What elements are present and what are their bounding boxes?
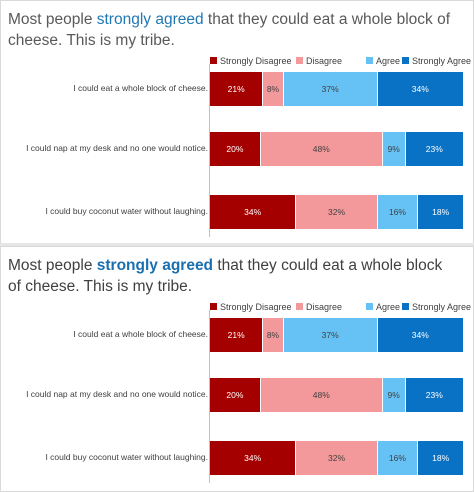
title-text: Most people: [8, 257, 97, 274]
legend-swatch: [210, 57, 217, 64]
category-axis: [209, 64, 210, 237]
bar-segment: 32%: [296, 195, 378, 229]
bar-segment: 23%: [405, 378, 464, 412]
bar-segment: 34%: [377, 318, 464, 352]
legend-item: Disagree: [296, 55, 342, 67]
panel-separator: [0, 243, 474, 246]
category-label: I could eat a whole block of cheese.: [73, 83, 208, 93]
category-label: I could buy coconut water without laughi…: [45, 452, 208, 462]
bar-segment: 37%: [283, 318, 378, 352]
data-label: 34%: [244, 207, 262, 217]
bar-segment: 9%: [382, 378, 406, 412]
legend-label: Disagree: [306, 302, 343, 312]
legend-label: Agree: [376, 56, 401, 66]
stacked-bar: 20% 48% 9% 23%: [210, 378, 464, 412]
legend-item: Strongly Agree: [402, 55, 471, 67]
data-label: 34%: [244, 453, 262, 463]
legend-label: Agree: [376, 302, 401, 312]
bar-segment: 32%: [296, 441, 378, 475]
bar-segment: 34%: [210, 441, 297, 475]
title-highlight: strongly agreed: [96, 257, 214, 274]
title-highlight: strongly agreed: [96, 11, 204, 28]
bar-segment: 18%: [418, 195, 464, 229]
bar-segment: 20%: [210, 132, 261, 166]
legend-swatch: [296, 303, 303, 310]
legend-item: Strongly Disagree: [210, 55, 292, 67]
legend-label: Strongly Agree: [412, 56, 472, 66]
data-label: 20%: [226, 144, 244, 154]
legend-swatch: [210, 303, 217, 310]
title-text: that they could eat a whole block of che…: [8, 257, 443, 295]
data-label: 18%: [432, 207, 450, 217]
legend-item: Agree: [366, 301, 400, 313]
bar-segment: 8%: [263, 72, 284, 106]
chart-panel-1: Most people strongly agreed that they co…: [0, 0, 474, 244]
bar-segment: 20%: [210, 378, 261, 412]
data-label: 21%: [227, 330, 245, 340]
chart-panel-2: Most people strongly agreed that they co…: [0, 246, 474, 492]
stacked-bar: 21% 8% 37% 34%: [210, 318, 464, 352]
bar-segment: 9%: [382, 132, 406, 166]
data-label: 9%: [387, 144, 400, 154]
stacked-bar: 34% 32% 16% 18%: [210, 441, 464, 475]
bar-segment: 18%: [418, 441, 464, 475]
data-label: 37%: [321, 330, 339, 340]
legend-label: Strongly Disagree: [220, 56, 292, 66]
legend-item: Strongly Disagree: [210, 301, 292, 313]
legend-item: Strongly Agree: [402, 301, 471, 313]
category-axis: [209, 310, 210, 483]
legend-item: Disagree: [296, 301, 342, 313]
legend-label: Strongly Agree: [412, 302, 472, 312]
legend-swatch: [402, 303, 409, 310]
category-label: I could buy coconut water without laughi…: [45, 206, 208, 216]
data-label: 18%: [432, 453, 450, 463]
bar-segment: 48%: [260, 132, 383, 166]
chart-legend: Strongly Disagree Disagree Agree Strongly A…: [210, 301, 471, 315]
bar-segment: 23%: [405, 132, 464, 166]
bar-segment: 8%: [263, 318, 284, 352]
category-label: I could nap at my desk and no one would …: [26, 389, 208, 399]
legend-label: Disagree: [306, 56, 343, 66]
stacked-bar: 34% 32% 16% 18%: [210, 195, 464, 229]
data-label: 32%: [327, 207, 345, 217]
data-label: 32%: [327, 453, 345, 463]
legend-label: Strongly Disagree: [220, 302, 292, 312]
legend-item: Agree: [366, 55, 400, 67]
bar-segment: 34%: [210, 195, 297, 229]
title-text: Most people: [8, 11, 97, 28]
data-label: 8%: [266, 84, 280, 94]
category-label: I could eat a whole block of cheese.: [73, 329, 208, 339]
chart-legend: Strongly Disagree Disagree Agree Strongly A…: [210, 55, 471, 69]
bar-segment: 16%: [377, 441, 419, 475]
data-label: 48%: [312, 144, 330, 154]
bar-segment: 34%: [377, 72, 464, 106]
data-label: 9%: [387, 390, 400, 400]
data-label: 20%: [226, 390, 244, 400]
category-label: I could nap at my desk and no one would …: [26, 143, 208, 153]
data-label: 37%: [321, 84, 339, 94]
bar-segment: 48%: [260, 378, 383, 412]
data-label: 16%: [388, 207, 406, 217]
bar-segment: 21%: [210, 318, 264, 352]
bar-segment: 21%: [210, 72, 264, 106]
legend-swatch: [366, 303, 373, 310]
data-label: 23%: [425, 144, 443, 154]
stacked-bar: 20% 48% 9% 23%: [210, 132, 464, 166]
chart-title: Most people strongly agreed that they co…: [8, 9, 458, 51]
data-label: 16%: [388, 453, 406, 463]
data-label: 34%: [411, 84, 429, 94]
chart-title: Most people strongly agreed that they co…: [8, 255, 458, 297]
data-label: 23%: [425, 390, 443, 400]
legend-swatch: [366, 57, 373, 64]
data-label: 21%: [227, 84, 245, 94]
legend-swatch: [296, 57, 303, 64]
data-label: 34%: [411, 330, 429, 340]
data-label: 8%: [266, 330, 280, 340]
data-label: 48%: [312, 390, 330, 400]
stacked-bar: 21% 8% 37% 34%: [210, 72, 464, 106]
bar-segment: 37%: [283, 72, 378, 106]
legend-swatch: [402, 57, 409, 64]
title-text: that they could eat a whole block of che…: [8, 11, 451, 49]
bar-segment: 16%: [377, 195, 419, 229]
